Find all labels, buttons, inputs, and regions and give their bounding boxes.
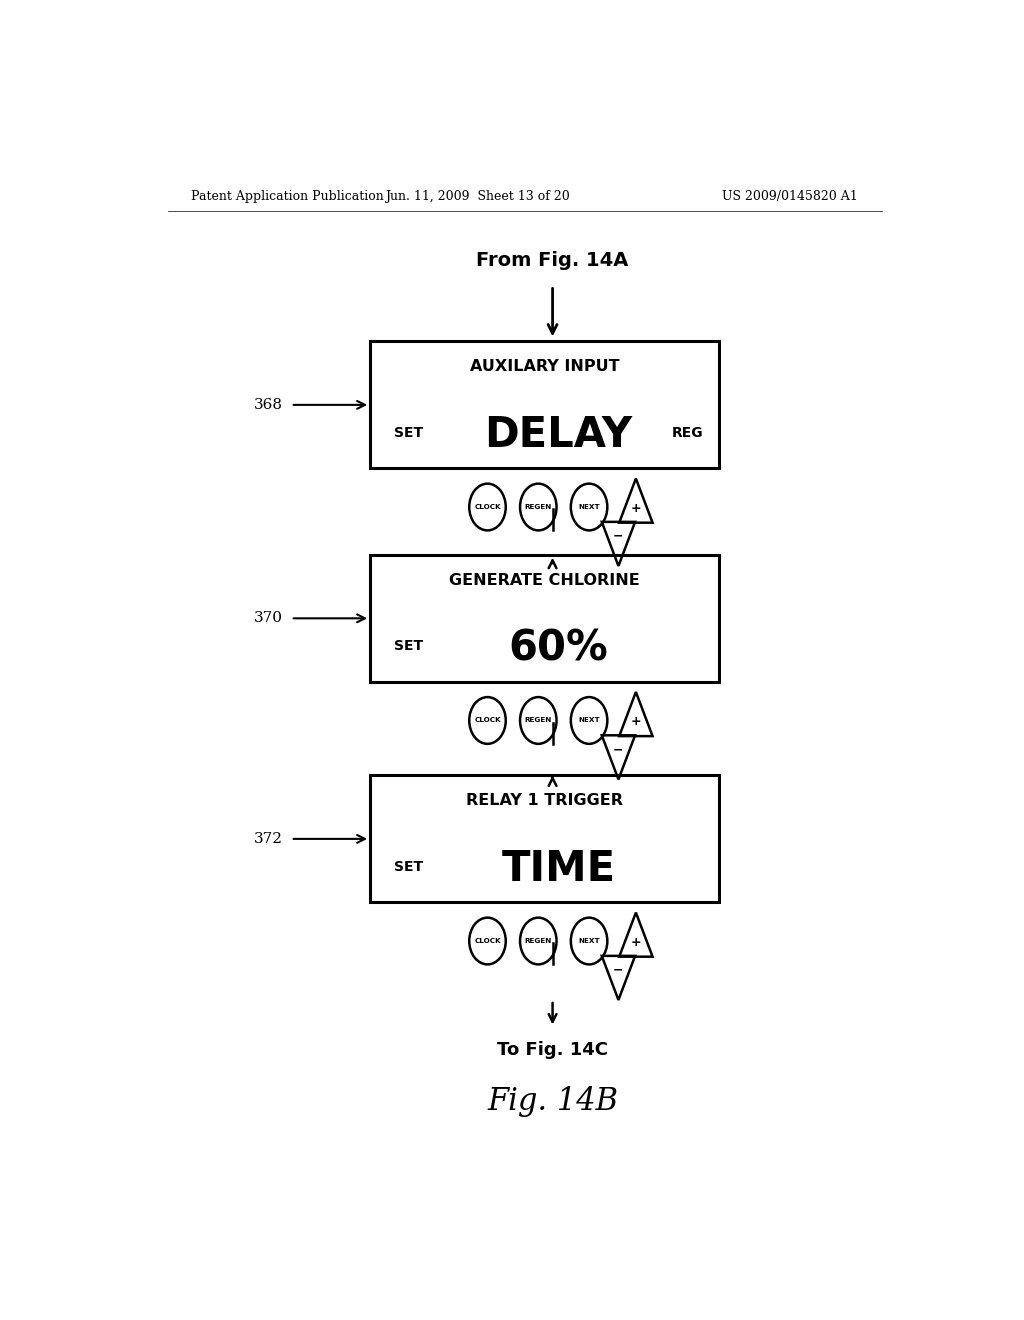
Text: RELAY 1 TRIGGER: RELAY 1 TRIGGER	[466, 793, 624, 808]
Text: −: −	[613, 743, 624, 756]
Text: CLOCK: CLOCK	[474, 939, 501, 944]
Text: +: +	[631, 936, 641, 949]
Text: NEXT: NEXT	[579, 504, 600, 510]
Text: REGEN: REGEN	[524, 504, 552, 510]
Text: 370: 370	[254, 611, 283, 626]
Text: DELAY: DELAY	[484, 414, 633, 457]
Text: Patent Application Publication: Patent Application Publication	[191, 190, 384, 202]
Text: NEXT: NEXT	[579, 718, 600, 723]
Text: +: +	[631, 502, 641, 515]
Text: US 2009/0145820 A1: US 2009/0145820 A1	[722, 190, 858, 202]
Text: SET: SET	[394, 639, 423, 653]
Text: SET: SET	[394, 426, 423, 440]
Bar	[370, 775, 719, 903]
Text: Fig. 14B: Fig. 14B	[487, 1086, 618, 1117]
Text: To Fig. 14C: To Fig. 14C	[497, 1040, 608, 1059]
Text: CLOCK: CLOCK	[474, 718, 501, 723]
Text: +: +	[631, 715, 641, 729]
Text: REGEN: REGEN	[524, 939, 552, 944]
Text: REG: REG	[672, 426, 703, 440]
Text: −: −	[613, 529, 624, 543]
Text: Jun. 11, 2009  Sheet 13 of 20: Jun. 11, 2009 Sheet 13 of 20	[385, 190, 569, 202]
Bar	[370, 554, 719, 682]
Text: TIME: TIME	[502, 849, 615, 891]
Text: 60%: 60%	[509, 628, 608, 669]
Text: −: −	[613, 964, 624, 977]
Text: CLOCK: CLOCK	[474, 504, 501, 510]
Text: AUXILARY INPUT: AUXILARY INPUT	[470, 359, 620, 375]
Text: 368: 368	[254, 397, 283, 412]
Bar	[370, 342, 719, 469]
Text: 372: 372	[254, 832, 283, 846]
Text: GENERATE CHLORINE: GENERATE CHLORINE	[450, 573, 640, 587]
Text: NEXT: NEXT	[579, 939, 600, 944]
Text: From Fig. 14A: From Fig. 14A	[476, 251, 629, 269]
Text: SET: SET	[394, 859, 423, 874]
Text: REGEN: REGEN	[524, 718, 552, 723]
